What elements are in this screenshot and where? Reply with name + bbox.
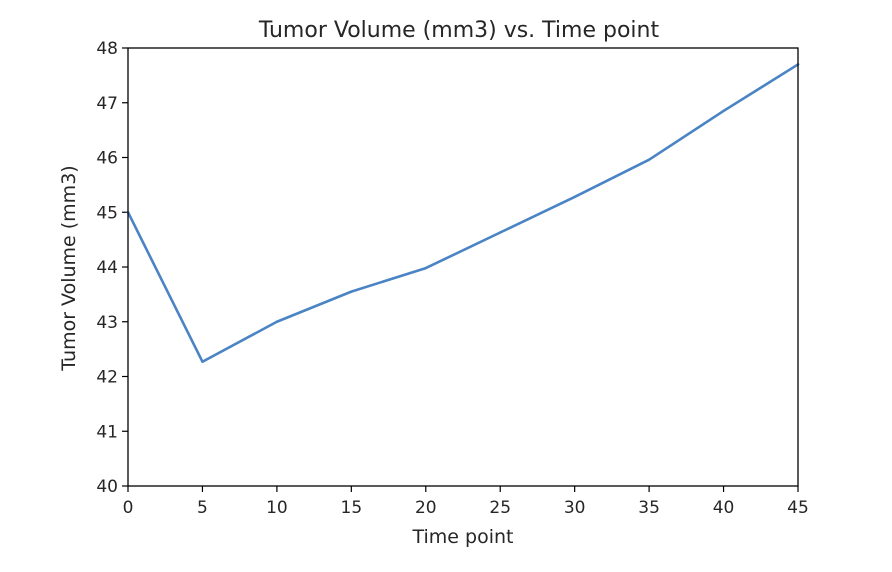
y-tick-label: 41	[96, 422, 118, 442]
y-tick-label: 44	[96, 258, 118, 278]
x-tick-label: 35	[638, 498, 660, 518]
axis-ticks: 0 5 10 15 20 25 30 35 40 45 40 41 42 43 44 45 46 47 48	[96, 39, 808, 518]
series-line	[126, 63, 800, 364]
data-point	[647, 158, 651, 161]
x-tick-label: 30	[564, 498, 586, 518]
series-layer	[126, 63, 800, 364]
y-axis-label: Tumor Volume (mm3)	[58, 165, 80, 371]
x-tick-label: 25	[489, 498, 511, 518]
x-tick-label: 45	[787, 498, 809, 518]
x-tick-label: 10	[266, 498, 288, 518]
data-point	[350, 290, 353, 293]
y-tick-label: 45	[96, 203, 118, 223]
y-tick-label: 48	[96, 39, 118, 59]
y-tick-label: 40	[96, 477, 118, 497]
plot-frame	[127, 47, 799, 487]
x-tick-label: 0	[123, 498, 134, 518]
data-point	[722, 109, 725, 113]
data-point	[499, 231, 502, 234]
y-tick-label: 46	[96, 149, 118, 169]
x-axis-label: Time point	[412, 526, 514, 548]
y-tick-label: 42	[96, 368, 118, 388]
data-point	[424, 266, 427, 270]
x-tick-label: 5	[197, 498, 208, 518]
y-tick-label: 47	[96, 94, 118, 114]
data-point	[275, 320, 279, 323]
chart-title: Tumor Volume (mm3) vs. Time point	[258, 18, 660, 43]
x-tick-label: 40	[713, 498, 735, 518]
x-tick-label: 15	[341, 498, 363, 518]
data-point	[201, 360, 204, 363]
y-tick-label: 43	[96, 313, 118, 333]
data-point	[573, 195, 576, 199]
x-tick-label: 20	[415, 498, 437, 518]
